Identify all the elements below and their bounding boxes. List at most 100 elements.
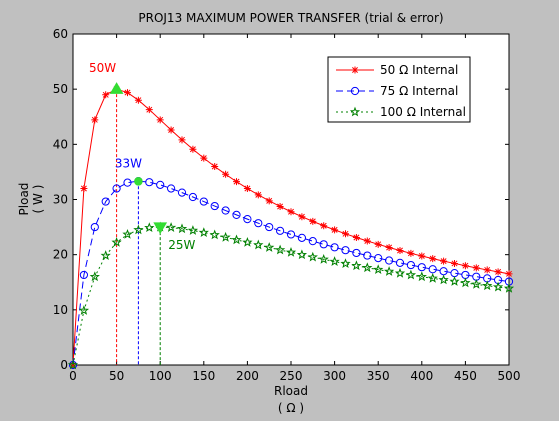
x-tick-label: 250 [280, 369, 303, 383]
data-point [503, 282, 515, 293]
data-point [374, 240, 382, 248]
x-tick-label: 300 [323, 369, 346, 383]
data-point [198, 227, 209, 237]
data-point [505, 270, 513, 278]
data-point [329, 256, 340, 266]
max-power-marker [134, 176, 143, 186]
annotation-markers [109, 82, 168, 235]
legend-label: 100 Ω Internal [380, 105, 466, 119]
x-axis-unit: ( Ω ) [278, 401, 304, 415]
x-axis-label: Rload [274, 384, 308, 398]
data-point [363, 237, 371, 245]
data-point [428, 265, 437, 274]
data-point [385, 256, 394, 265]
data-point [494, 268, 502, 276]
data-point [287, 208, 295, 216]
data-point [89, 271, 100, 282]
data-point [122, 229, 133, 239]
data-point [274, 244, 286, 255]
data-point [102, 91, 110, 99]
legend-marker [350, 86, 360, 96]
data-point [264, 242, 275, 252]
data-point [254, 219, 263, 228]
data-point [134, 96, 142, 104]
data-point [307, 251, 318, 262]
data-point [101, 197, 110, 206]
data-point [309, 217, 317, 225]
y-tick-label: 30 [53, 193, 68, 207]
y-axis-label: Pload [17, 183, 31, 216]
annotation-labels: 50W 33W 25W [89, 61, 195, 252]
data-point [210, 201, 219, 211]
data-point [167, 126, 175, 134]
data-point [220, 231, 231, 242]
data-point [418, 252, 426, 260]
legend-marker [351, 66, 359, 74]
legend-item: 75 Ω Internal [336, 84, 458, 98]
data-point [363, 251, 372, 260]
data-point [342, 230, 349, 238]
data-point [385, 243, 393, 251]
y-tick-label: 40 [53, 137, 68, 151]
y-axis-ticks: 0 10 20 30 40 50 60 [53, 27, 509, 372]
data-point [242, 237, 253, 247]
data-point [394, 267, 406, 278]
x-tick-label: 50 [109, 369, 124, 383]
data-point [331, 226, 339, 234]
data-point [416, 271, 427, 282]
data-point [133, 224, 144, 235]
data-point [440, 257, 448, 265]
legend-item: 100 Ω Internal [336, 105, 466, 119]
data-point [276, 226, 285, 235]
data-point [461, 262, 469, 270]
data-point [233, 178, 240, 186]
y-axis-unit: ( W ) [31, 185, 45, 214]
x-tick-label: 350 [367, 369, 390, 383]
data-point [492, 281, 504, 292]
data-point [67, 359, 79, 370]
data-point [187, 225, 199, 235]
data-point [451, 259, 458, 267]
data-point [417, 263, 426, 272]
legend-items: 50 Ω Internal 75 Ω Internal 100 Ω Internal [336, 63, 466, 119]
data-point [427, 272, 438, 283]
data-point [222, 170, 230, 178]
x-tick-label: 200 [236, 369, 259, 383]
data-point [320, 222, 328, 230]
series-line [72, 226, 510, 366]
data-point [199, 197, 208, 206]
data-point [265, 197, 273, 205]
data-point [200, 154, 208, 162]
data-point [156, 116, 164, 124]
data-point [232, 210, 241, 219]
data-point [374, 254, 383, 263]
data-point [449, 276, 460, 286]
data-point [472, 264, 480, 272]
data-point [383, 266, 395, 276]
max-power-label: 50W [89, 61, 116, 75]
max-power-label: 33W [115, 156, 142, 170]
data-point [362, 262, 373, 273]
data-point [308, 237, 317, 246]
data-point [405, 269, 417, 280]
annotation-lines [116, 89, 161, 365]
y-axis: 0 10 20 30 40 50 60 Pload ( W ) [17, 27, 509, 372]
max-power-marker [153, 222, 168, 235]
data-point [460, 277, 471, 288]
y-tick-label: 60 [53, 27, 68, 41]
x-tick-label: 0 [69, 369, 77, 383]
y-tick-label: 50 [53, 82, 68, 96]
legend-label: 75 Ω Internal [380, 84, 458, 98]
data-point [395, 258, 405, 267]
legend-item: 50 Ω Internal [336, 63, 458, 77]
y-tick-label: 0 [60, 358, 68, 372]
data-point [407, 249, 415, 257]
data-point [167, 184, 176, 193]
data-point [111, 237, 122, 247]
data-point [177, 188, 187, 197]
data-point [221, 206, 230, 215]
legend: 50 Ω Internal 75 Ω Internal 100 Ω Internal [327, 56, 471, 123]
y-tick-label: 10 [53, 303, 68, 317]
data-point [100, 250, 111, 260]
